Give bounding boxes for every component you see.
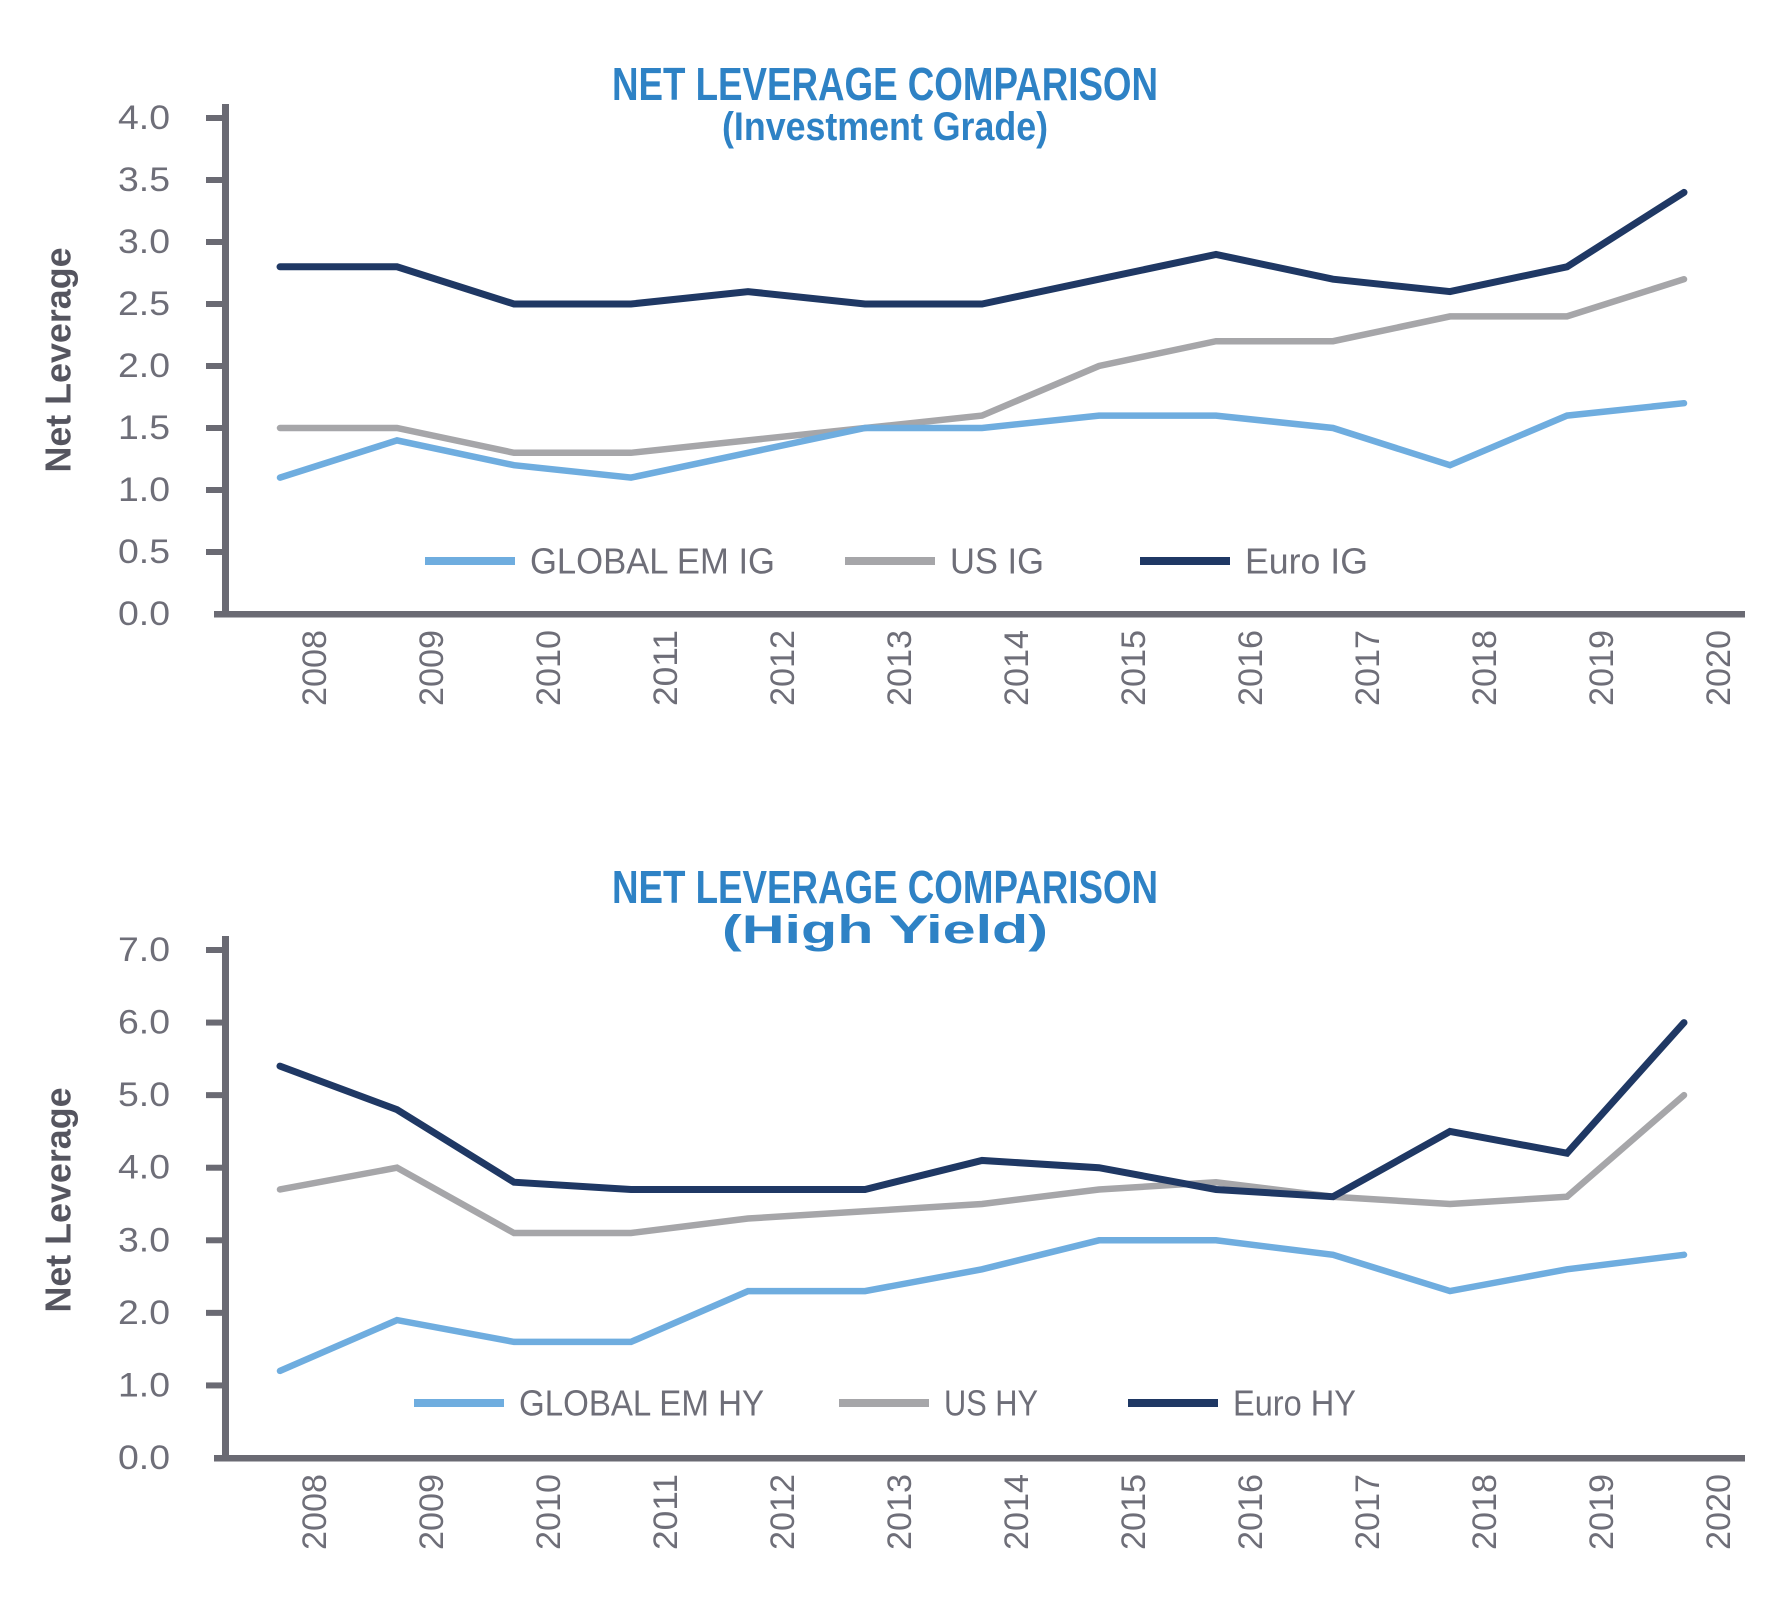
y-tick-mark-ig [206, 363, 228, 369]
y-tick-mark-hy [206, 1092, 228, 1099]
y-axis-title-ig: Net Leverage [38, 248, 79, 473]
x-tick-label-ig: 2019 [1583, 630, 1621, 706]
x-tick-label-ig: 2010 [530, 630, 568, 706]
y-tick-mark-hy [206, 1164, 228, 1171]
x-tick-label-hy: 2010 [530, 1474, 568, 1550]
x-tick-label-ig: 2008 [296, 630, 334, 706]
x-tick-label-ig: 2016 [1232, 630, 1270, 706]
x-tick-label-hy: 2016 [1232, 1474, 1270, 1550]
y-tick-mark-hy [206, 1019, 228, 1026]
y-tick-label-hy: 2.0 [118, 1294, 170, 1332]
x-tick-label-ig: 2014 [998, 630, 1036, 706]
y-tick-label-ig: 2.5 [118, 285, 170, 323]
y-tick-label-ig: 1.0 [118, 471, 170, 509]
y-tick-mark-hy [206, 1237, 228, 1244]
chart-subtitle-hy: (High Yield) [722, 908, 1048, 952]
x-tick-label-hy: 2008 [296, 1474, 334, 1550]
y-tick-mark-hy [206, 947, 228, 953]
chart-title-hy: NET LEVERAGE COMPARISON [612, 861, 1158, 913]
series-line-euro-hy [276, 1019, 1688, 1201]
y-tick-label-ig: 0.0 [118, 595, 170, 633]
y-tick-label-hy: 0.0 [118, 1439, 170, 1477]
y-tick-label-hy: 7.0 [118, 931, 170, 969]
x-tick-label-ig: 2020 [1700, 630, 1738, 706]
chart-title-ig: NET LEVERAGE COMPARISON [612, 58, 1158, 110]
legend-label-global-em-ig: GLOBAL EM IG [530, 541, 775, 582]
y-tick-label-hy: 1.0 [118, 1366, 170, 1404]
y-tick-mark-ig [206, 301, 228, 307]
y-tick-mark-ig [206, 239, 228, 245]
x-tick-label-hy: 2017 [1349, 1474, 1387, 1550]
x-tick-label-hy: 2019 [1583, 1474, 1621, 1550]
x-tick-label-ig: 2017 [1349, 630, 1387, 706]
y-tick-label-ig: 3.0 [118, 223, 170, 261]
legend-label-us-ig: US IG [950, 541, 1044, 582]
y-tick-mark-ig [206, 549, 228, 555]
legend-label-us-hy: US HY [944, 1383, 1038, 1424]
legend-label-global-em-hy: GLOBAL EM HY [519, 1383, 764, 1424]
y-tick-mark-ig [206, 425, 228, 431]
x-tick-label-hy: 2012 [764, 1474, 802, 1550]
y-axis-line-hy [222, 936, 229, 1458]
x-tick-label-hy: 2014 [998, 1474, 1036, 1550]
x-tick-label-ig: 2018 [1466, 630, 1504, 706]
series-line-euro-ig [276, 188, 1688, 308]
x-axis-line-hy [214, 1455, 1745, 1462]
series-line-us-ig [276, 275, 1688, 457]
y-tick-label-hy: 4.0 [118, 1149, 170, 1187]
x-tick-label-hy: 2018 [1466, 1474, 1504, 1550]
x-tick-label-hy: 2015 [1115, 1474, 1153, 1550]
y-tick-label-ig: 2.0 [118, 347, 170, 385]
y-axis-title-hy: Net Leverage [38, 1088, 79, 1313]
y-tick-mark-hy [206, 1382, 228, 1389]
series-line-global-em-hy [276, 1237, 1688, 1375]
x-tick-label-ig: 2015 [1115, 630, 1153, 706]
y-tick-label-hy: 6.0 [118, 1004, 170, 1042]
y-tick-label-hy: 5.0 [118, 1076, 170, 1114]
x-tick-label-ig: 2013 [881, 630, 919, 706]
y-tick-label-ig: 3.5 [118, 161, 170, 199]
y-tick-label-hy: 3.0 [118, 1221, 170, 1259]
x-tick-label-hy: 2009 [413, 1474, 451, 1550]
x-axis-line-ig [214, 611, 1745, 618]
x-tick-label-hy: 2013 [881, 1474, 919, 1550]
y-tick-label-ig: 4.0 [118, 99, 170, 137]
legend-label-euro-hy: Euro HY [1233, 1383, 1356, 1424]
y-tick-mark-hy [206, 1309, 228, 1316]
chart-ig: NET LEVERAGE COMPARISON(Investment Grade… [38, 58, 1745, 706]
y-tick-mark-ig [206, 115, 228, 121]
y-tick-mark-ig [206, 487, 228, 493]
chart-hy: NET LEVERAGE COMPARISON(High Yield) Net L… [38, 861, 1745, 1550]
x-tick-label-hy: 2011 [647, 1474, 685, 1550]
series-line-global-em-ig [276, 399, 1688, 481]
y-tick-label-ig: 1.5 [118, 409, 170, 447]
x-tick-label-ig: 2009 [413, 630, 451, 706]
y-tick-mark-ig [206, 177, 228, 183]
series-line-us-hy [276, 1091, 1688, 1237]
x-tick-label-ig: 2011 [647, 630, 685, 706]
y-tick-label-ig: 0.5 [118, 533, 170, 571]
x-tick-label-ig: 2012 [764, 630, 802, 706]
chart-subtitle-ig: (Investment Grade) [722, 105, 1048, 149]
x-tick-label-hy: 2020 [1700, 1474, 1738, 1550]
legend-label-euro-ig: Euro IG [1245, 541, 1368, 582]
y-axis-line-ig [222, 104, 229, 614]
